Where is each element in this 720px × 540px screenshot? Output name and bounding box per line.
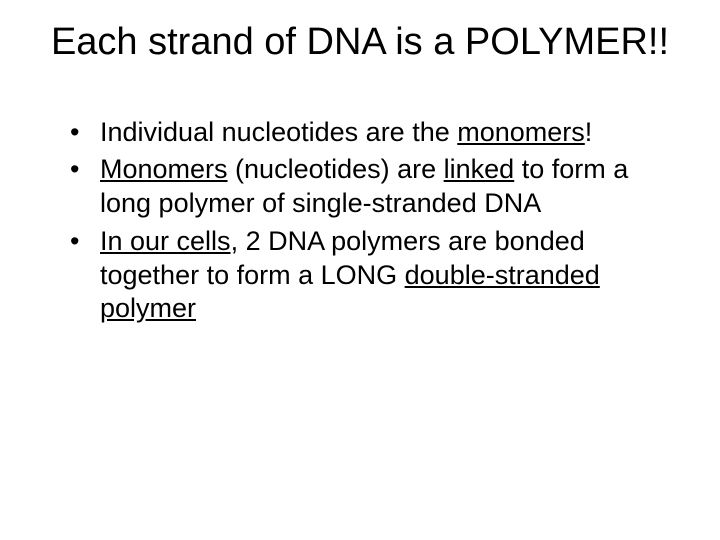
- slide: Each strand of DNA is a POLYMER!! Indivi…: [0, 0, 720, 540]
- bullet-list: Individual nucleotides are the monomers!…: [50, 116, 670, 327]
- underlined-text: monomers: [457, 117, 585, 147]
- text-run: !: [585, 117, 593, 147]
- underlined-text: Monomers: [100, 154, 228, 184]
- underlined-text: In our cells: [100, 226, 231, 256]
- list-item: Monomers (nucleotides) are linked to for…: [70, 153, 670, 221]
- slide-title: Each strand of DNA is a POLYMER!!: [50, 20, 670, 66]
- text-run: (nucleotides) are: [228, 154, 444, 184]
- underlined-text: linked: [444, 154, 515, 184]
- list-item: In our cells, 2 DNA polymers are bonded …: [70, 225, 670, 326]
- text-run: Individual nucleotides are the: [100, 117, 457, 147]
- list-item: Individual nucleotides are the monomers!: [70, 116, 670, 150]
